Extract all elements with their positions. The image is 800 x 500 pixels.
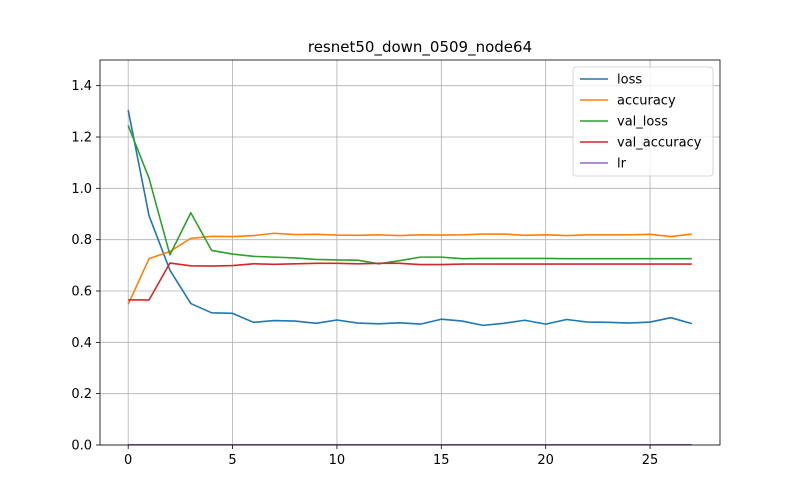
y-tick-label: 0.6 — [71, 285, 92, 300]
series-line-loss — [127, 109, 693, 327]
legend-label: val_loss — [617, 115, 668, 130]
legend-label: accuracy — [617, 94, 676, 109]
x-tick-label: 25 — [642, 453, 659, 468]
plot-frame — [99, 59, 721, 446]
y-tick-label: 0.0 — [71, 439, 92, 454]
x-tick-label: 20 — [537, 453, 554, 468]
legend-label: lr — [617, 157, 627, 172]
series-line-val-accuracy — [128, 262, 692, 301]
x-tick-label: 5 — [228, 453, 236, 468]
series-line-val-loss — [127, 125, 692, 265]
legend-label: val_accuracy — [617, 136, 702, 151]
legend-label: loss — [617, 73, 642, 88]
legend-frame — [572, 66, 714, 177]
y-tick-label: 1.2 — [71, 131, 92, 146]
y-tick-label: 0.4 — [71, 336, 92, 351]
series-line-accuracy — [127, 232, 692, 305]
x-tick-label: 15 — [433, 453, 450, 468]
x-tick-label: 10 — [329, 453, 346, 468]
y-tick-label: 1.4 — [71, 79, 92, 94]
y-tick-label: 0.2 — [71, 387, 92, 402]
chart-title: resnet50_down_0509_node64 — [308, 38, 532, 57]
ticks-layer: 0 5 10 15 20 25 0.0 0.2 0.4 0.6 0.8 1.0 1.2 1.4 — [71, 79, 658, 468]
x-tick-label: 0 — [124, 453, 132, 468]
y-tick-label: 0.8 — [71, 233, 92, 248]
y-tick-label: 1.0 — [71, 182, 92, 197]
